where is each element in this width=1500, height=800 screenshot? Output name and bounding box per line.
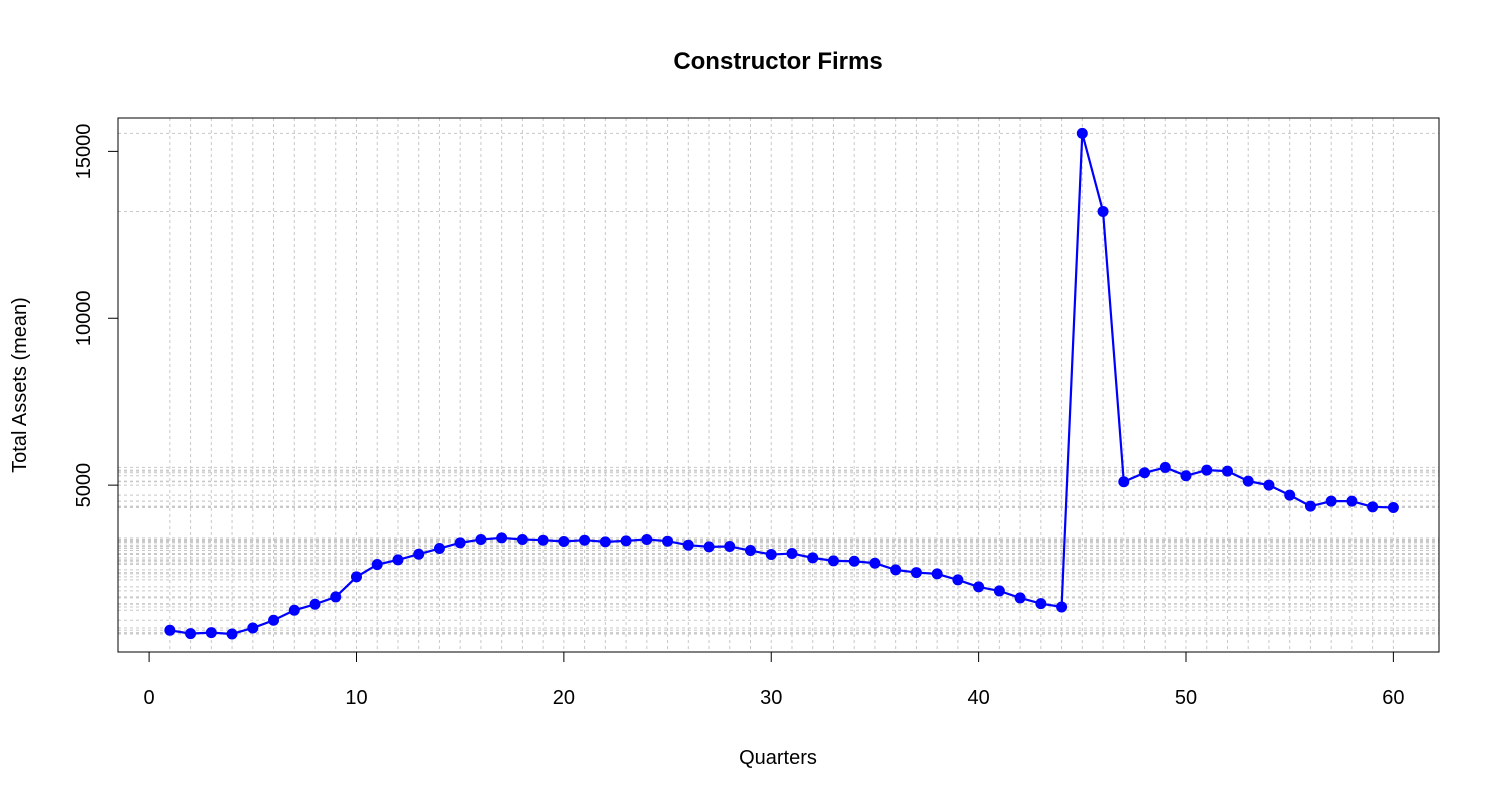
data-point <box>786 548 798 560</box>
series-points <box>164 127 1399 640</box>
data-point <box>952 574 964 586</box>
data-point <box>620 535 632 547</box>
y-tick-label: 5000 <box>73 463 95 508</box>
data-point <box>765 549 777 561</box>
y-axis: 5000 10000 15000 <box>73 124 119 508</box>
data-point <box>185 628 197 640</box>
data-point <box>1263 479 1275 491</box>
data-point <box>1118 476 1130 488</box>
data-point <box>330 591 342 603</box>
data-point <box>745 545 757 557</box>
data-point <box>973 581 985 593</box>
data-point <box>807 552 819 564</box>
data-point <box>1097 205 1109 217</box>
x-tick-label: 10 <box>345 687 367 709</box>
data-point <box>993 585 1005 597</box>
data-point <box>682 539 694 551</box>
data-point <box>205 627 217 639</box>
data-point <box>1242 475 1254 487</box>
data-point <box>910 567 922 579</box>
data-point <box>1076 127 1088 139</box>
x-tick-label: 40 <box>967 687 989 709</box>
chart-title: Constructor Firms <box>673 48 882 75</box>
data-point <box>599 536 611 548</box>
y-axis-label: Total Assets (mean) <box>9 297 31 473</box>
x-tick-label: 50 <box>1175 687 1197 709</box>
data-point <box>226 628 238 640</box>
data-point <box>1387 501 1399 513</box>
data-point <box>558 536 570 548</box>
data-point <box>475 534 487 546</box>
x-tick-label: 0 <box>144 687 155 709</box>
data-point <box>1180 470 1192 482</box>
data-point <box>890 564 902 576</box>
data-point <box>392 554 404 566</box>
data-point <box>454 537 466 549</box>
data-point <box>1035 598 1047 610</box>
data-point <box>1367 501 1379 513</box>
data-point <box>433 543 445 555</box>
data-point <box>724 541 736 553</box>
data-point <box>1139 467 1151 479</box>
data-point <box>537 534 549 546</box>
y-tick-label: 10000 <box>73 290 95 346</box>
data-point <box>247 622 259 634</box>
data-point <box>496 532 508 544</box>
data-point <box>579 534 591 546</box>
data-point <box>848 555 860 567</box>
x-tick-label: 60 <box>1382 687 1404 709</box>
grid-vertical <box>169 118 1394 652</box>
series-polyline <box>169 132 1394 636</box>
data-point <box>1159 461 1171 473</box>
data-point <box>268 614 280 626</box>
x-axis: 0 10 20 30 40 50 60 <box>144 651 1405 709</box>
y-tick-label: 15000 <box>73 124 95 180</box>
data-point <box>288 604 300 616</box>
series-line <box>169 132 1394 636</box>
plot-frame <box>117 117 1440 653</box>
data-point <box>1284 489 1296 501</box>
data-point <box>1346 495 1358 507</box>
data-point <box>164 624 176 636</box>
data-point <box>516 534 528 546</box>
data-point <box>350 571 362 583</box>
x-axis-label: Quarters <box>739 747 817 769</box>
data-point <box>1325 495 1337 507</box>
data-point <box>703 541 715 553</box>
data-point <box>641 534 653 546</box>
data-point <box>827 555 839 567</box>
data-point <box>1056 601 1068 613</box>
x-tick-label: 20 <box>553 687 575 709</box>
data-point <box>1201 464 1213 476</box>
data-point <box>309 598 321 610</box>
data-point <box>869 557 881 569</box>
data-point <box>1221 465 1233 477</box>
data-point <box>1014 592 1026 604</box>
x-tick-label: 30 <box>760 687 782 709</box>
data-point <box>413 548 425 560</box>
data-point <box>931 568 943 580</box>
data-point <box>662 535 674 547</box>
data-point <box>1304 500 1316 512</box>
grid-horizontal <box>118 132 1439 635</box>
data-point <box>371 559 383 571</box>
